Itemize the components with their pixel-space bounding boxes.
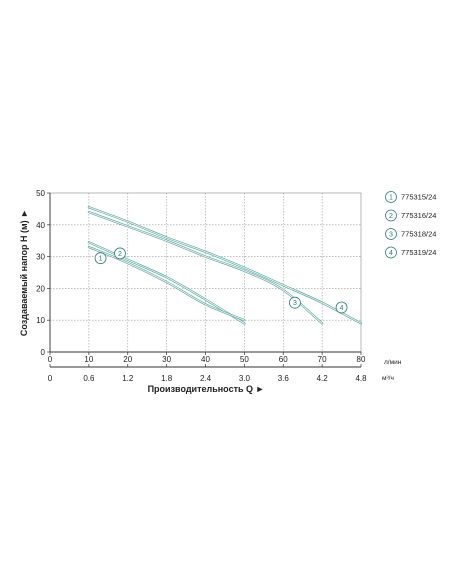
x-tick-label: 20 — [123, 355, 132, 364]
legend-entry-4: 775319/24 — [401, 248, 436, 257]
legend-marker-label-2: 2 — [389, 213, 393, 220]
series-line-inner-3 — [88, 211, 323, 324]
legend-marker-label-4: 4 — [389, 250, 393, 257]
x-tick-label: 80 — [357, 355, 366, 364]
legend-marker-2 — [385, 209, 397, 222]
y-tick-label: 50 — [36, 189, 45, 198]
curve-marker-label-2: 2 — [118, 251, 122, 258]
x2-tick-label: 2.4 — [200, 374, 212, 383]
x-tick-label: 60 — [279, 355, 288, 364]
y-tick-label: 10 — [36, 316, 45, 325]
series-line-inner-4 — [88, 206, 362, 324]
x2-tick-label: 4.8 — [355, 374, 367, 383]
legend-marker-3 — [385, 228, 397, 240]
curve-marker-2 — [114, 247, 126, 260]
curve-marker-3 — [289, 296, 301, 309]
x-axis-title: Производительность Q ► — [148, 384, 265, 394]
legend-marker-1 — [385, 191, 397, 203]
x2-unit-label: м³/ч — [382, 375, 394, 382]
x-tick-label: 10 — [84, 355, 93, 364]
x-tick-label: 40 — [201, 355, 210, 364]
y-tick-label: 20 — [36, 284, 45, 293]
legend-marker-4 — [385, 246, 397, 259]
legend-entry-2: 775316/24 — [401, 211, 436, 220]
x2-tick-label: 1.2 — [122, 374, 134, 383]
legend-marker-label-3: 3 — [389, 232, 393, 239]
curve-marker-1 — [94, 252, 107, 265]
y-tick-label: 40 — [36, 221, 45, 230]
x2-tick-label: 4.2 — [317, 374, 329, 383]
x2-tick-label: 3.0 — [239, 374, 251, 383]
series-line-inner-2 — [88, 246, 245, 321]
y-tick-label: 30 — [36, 253, 45, 262]
x2-tick-label: 0 — [48, 374, 53, 383]
curve-marker-4 — [335, 301, 348, 314]
x2-tick-label: 1.8 — [161, 374, 173, 383]
legend: 1 775315/24 2 775316/24 3 775318/24 4 775319/24 — [385, 191, 436, 259]
axes: 0 10 20 30 40 50 0 10 20 30 40 50 60 70 80 0 0.6 1.2 1.8 2.… — [19, 189, 402, 394]
legend-entry-1: 775315/24 — [401, 193, 436, 202]
x-unit-label: л/мин — [384, 359, 402, 366]
x-tick-label: 70 — [318, 355, 327, 364]
legend-entry-3: 775318/24 — [401, 230, 436, 239]
x2-tick-label: 0.6 — [83, 374, 95, 383]
curves — [87, 206, 363, 325]
x2-tick-label: 3.6 — [278, 374, 290, 383]
x-tick-label: 0 — [48, 355, 53, 364]
x-tick-label: 30 — [162, 355, 171, 364]
x-tick-label: 50 — [240, 355, 249, 364]
curve-marker-label-4: 4 — [340, 305, 344, 312]
curve-marker-label-3: 3 — [293, 300, 297, 307]
curve-markers: 1 2 3 4 — [94, 247, 348, 314]
legend-marker-label-1: 1 — [389, 195, 393, 202]
y-axis-title: Создаваемый напор H (м) ► — [19, 209, 29, 336]
curve-marker-label-1: 1 — [99, 256, 103, 263]
grid — [49, 192, 362, 353]
series-line-3 — [87, 210, 324, 325]
y-tick-label: 0 — [41, 348, 46, 357]
